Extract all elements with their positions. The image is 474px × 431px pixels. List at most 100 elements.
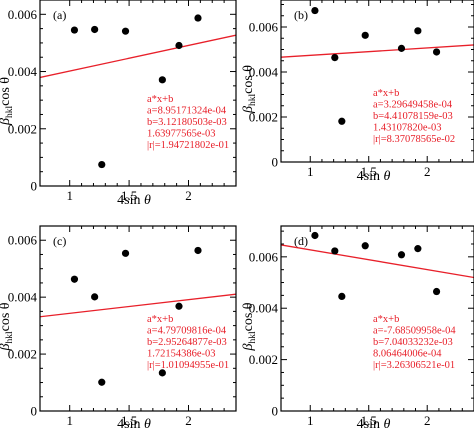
panel-b: 1 1.5 2 0 0.002 0.004 0.006 (b) 4sin θ βhklcos θ a… <box>241 0 474 184</box>
panel-a: 1 1.5 2 0 0.002 0.004 0.006 (a) 4sin θ βhklcos θ a… <box>0 0 237 208</box>
data-point <box>91 293 99 301</box>
fit-annotation-line: a*x+b <box>147 314 173 325</box>
fit-annotation-line: 1.72154386e-03 <box>147 349 216 360</box>
fit-annotation-line: |r|=1.94721802e-01 <box>147 140 229 151</box>
data-point <box>432 48 441 56</box>
data-point <box>311 231 319 240</box>
fit-annotation-line: b=3.12180503e-03 <box>147 117 227 128</box>
panel-label: (b) <box>294 8 308 22</box>
y-axis-label-subscript: hkl <box>5 331 15 344</box>
axes-frame <box>280 225 474 412</box>
fit-annotation-line: 8.06464006e-04 <box>373 349 442 360</box>
data-point <box>331 54 339 62</box>
data-point <box>397 251 406 259</box>
y-axis-label-text: cos θ <box>241 65 256 94</box>
x-axis-label: 4sin θ <box>357 169 391 184</box>
data-point <box>397 44 406 52</box>
axes-frame <box>280 0 474 163</box>
fit-annotation-line: |r|=1.01094955e-01 <box>147 360 229 371</box>
x-axis-label: 4sin θ <box>357 417 391 431</box>
fit-line <box>40 293 236 318</box>
x-axis-label-symbol: θ <box>383 169 390 184</box>
fit-annotation-line: |r|=8.37078565e-02 <box>373 134 455 145</box>
data-point <box>311 6 319 15</box>
fit-annotation-line: a*x+b <box>147 94 173 105</box>
y-tick-label: 0.006 <box>249 249 279 264</box>
y-tick-label: 0.002 <box>8 347 37 362</box>
x-tick-label: 2 <box>424 413 431 428</box>
x-axis-label-symbol: θ <box>383 417 390 431</box>
y-tick-label: 0.004 <box>249 65 279 80</box>
y-tick-label: 0.006 <box>8 7 38 22</box>
y-axis-label-subscript: hkl <box>5 106 15 119</box>
data-point <box>70 26 79 34</box>
y-tick-label: 0.004 <box>8 290 38 305</box>
panel-label: (a) <box>53 8 66 22</box>
fit-annotation-line: a=3.29649458e-04 <box>373 100 453 111</box>
data-point <box>432 287 441 296</box>
x-axis-label-symbol: θ <box>144 417 151 431</box>
y-axis-label: βhklcos θ <box>241 302 258 351</box>
data-point <box>121 249 130 257</box>
data-point <box>98 378 106 386</box>
fit-annotation-line: b=4.41078159e-03 <box>373 111 453 122</box>
data-point <box>175 41 183 50</box>
y-axis-label: βhklcos θ <box>241 65 258 114</box>
y-axis-label-subscript: hkl <box>248 331 258 344</box>
fit-annotation-line: 1.63977565e-03 <box>147 129 216 140</box>
x-tick-label: 1.5 <box>121 413 137 428</box>
data-point <box>338 292 346 301</box>
x-tick-label: 2 <box>185 413 192 428</box>
fit-annotation-line: b=7.04033232e-03 <box>373 337 453 348</box>
x-tick-label: 1.5 <box>121 188 137 203</box>
y-tick-label: 0.004 <box>8 64 38 79</box>
data-point <box>70 275 79 283</box>
y-tick-label: 0.006 <box>249 20 279 35</box>
data-point <box>331 247 339 255</box>
x-axis-label-text: 4sin <box>117 417 144 431</box>
x-tick-label: 1 <box>66 413 73 428</box>
x-axis-label-text: 4sin <box>117 193 144 208</box>
data-point <box>91 25 99 34</box>
data-point <box>121 27 130 35</box>
x-axis-label: 4sin θ <box>117 417 151 431</box>
fit-line <box>40 34 236 79</box>
y-axis-label-text: cos θ <box>241 302 256 331</box>
data-point <box>414 245 422 253</box>
y-tick-label: 0 <box>272 155 279 170</box>
x-tick-label: 1 <box>307 164 314 179</box>
panel-label: (c) <box>53 234 66 248</box>
y-axis-label-symbol: β <box>0 118 13 126</box>
fit-annotation-line: a*x+b <box>373 88 399 99</box>
data-point <box>338 117 346 125</box>
data-point <box>414 27 422 35</box>
x-tick-label: 1 <box>66 188 73 203</box>
fit-annotation-line: a=8.95171324e-04 <box>147 106 227 117</box>
y-axis-label-text: cos θ <box>0 302 13 331</box>
y-axis-label: βhklcos θ <box>0 302 15 351</box>
panel-label: (d) <box>294 234 308 248</box>
fit-line <box>281 44 474 58</box>
y-tick-label: 0.002 <box>8 121 37 136</box>
y-tick-label: 0.006 <box>8 233 38 248</box>
data-point <box>158 76 166 84</box>
data-point <box>361 31 369 39</box>
y-tick-label: 0 <box>31 179 38 194</box>
fit-annotation-line: |r|=3.26306521e-01 <box>373 360 455 371</box>
fit-annotation-line: a=-7.68509958e-04 <box>373 326 456 337</box>
panel-d: 1 1.5 2 0 0.002 0.004 0.006 (d) 4sin θ βhklcos θ a… <box>241 225 474 431</box>
data-point <box>194 246 202 255</box>
data-point <box>361 242 369 250</box>
data-point <box>175 302 183 310</box>
y-tick-label: 0.002 <box>249 110 278 125</box>
fit-annotation-line: b=2.95264877e-03 <box>147 337 227 348</box>
y-axis-label-symbol: β <box>241 344 256 352</box>
y-axis-label: βhklcos θ <box>0 77 15 126</box>
x-tick-label: 2 <box>185 188 192 203</box>
x-tick-label: 1.5 <box>361 413 377 428</box>
data-point <box>98 160 106 169</box>
x-axis-label-symbol: θ <box>144 193 151 208</box>
x-axis-label-text: 4sin <box>357 169 384 184</box>
panel-c: 1 1.5 2 0 0.002 0.004 0.006 (c) 4sin θ βhklcos θ a… <box>0 225 237 431</box>
